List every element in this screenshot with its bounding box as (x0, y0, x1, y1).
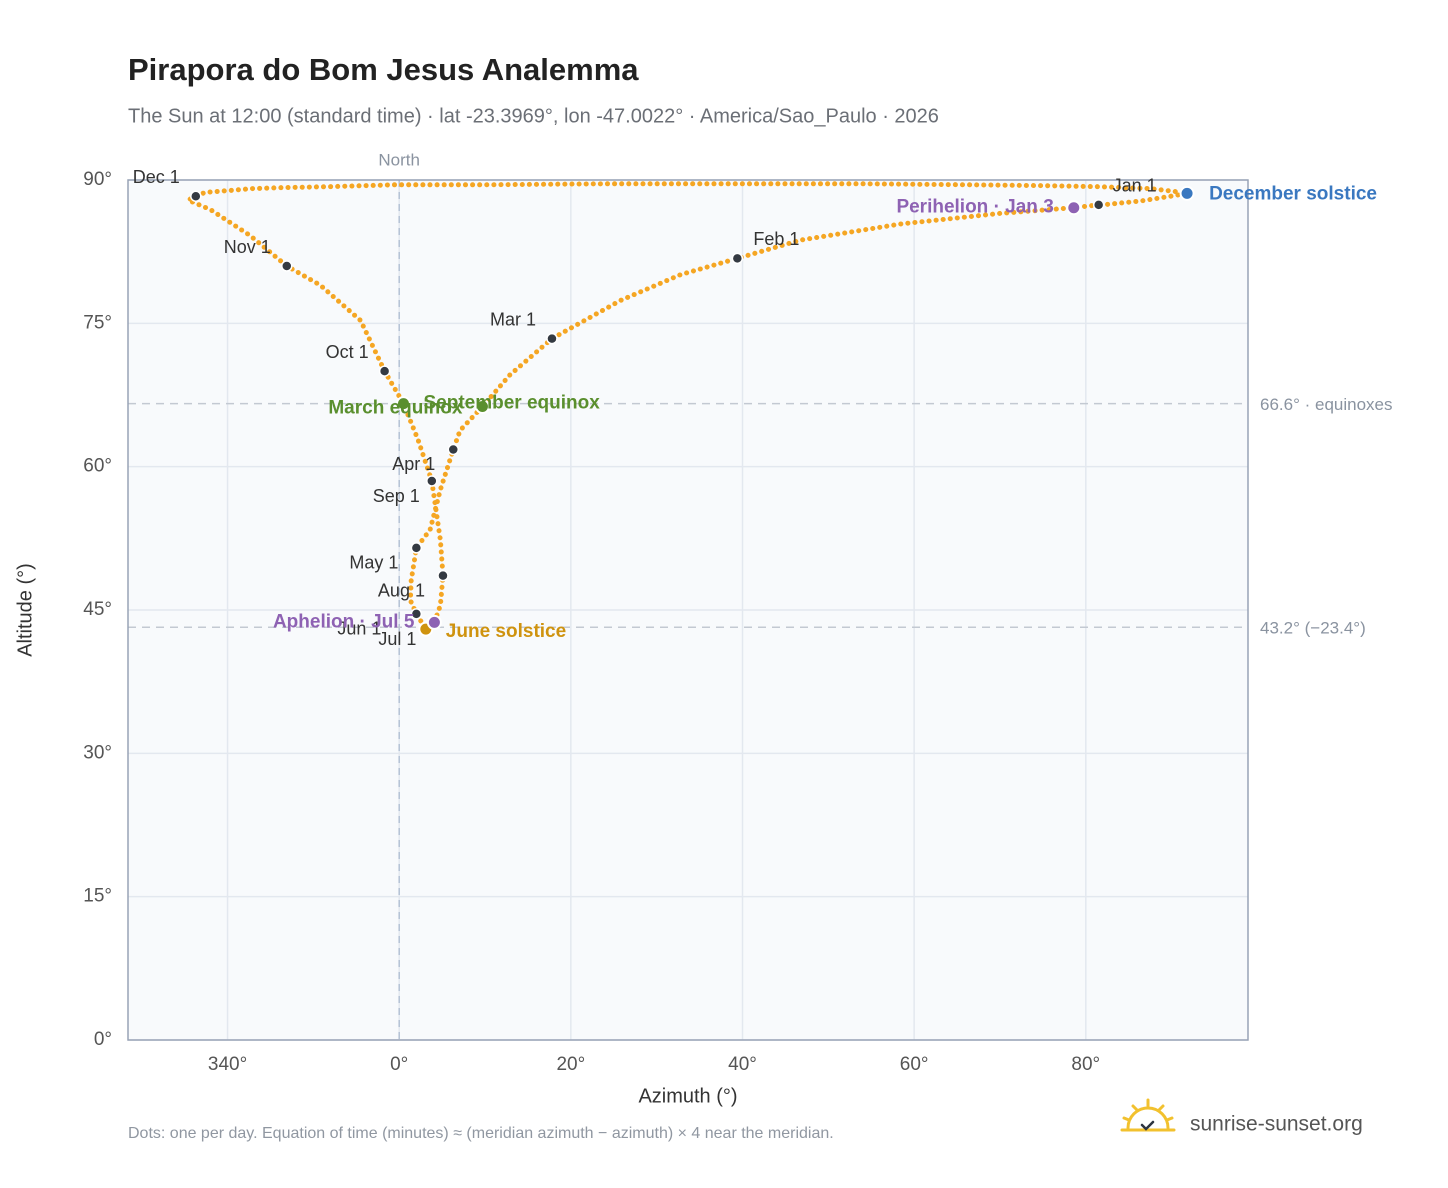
month-label: Jun 1 (337, 619, 381, 639)
y-tick-label: 0° (94, 1029, 112, 1050)
x-tick-label: 0° (390, 1054, 408, 1075)
y-tick-label: 75° (83, 312, 112, 333)
month-label: May 1 (349, 553, 398, 573)
reference-lines (128, 180, 1248, 1040)
grid (128, 179, 1248, 1041)
month-label: Sep 1 (373, 486, 420, 506)
month-point (447, 443, 460, 456)
event-label: Perihelion · Jan 3 (896, 197, 1053, 218)
labels: 0° 15° 30° 45° 60° 75° 90° 340° 0° 20° 40° 60° 80° No… (83, 150, 1392, 1075)
month-point (731, 252, 744, 265)
month-label: Aug 1 (378, 580, 425, 600)
brand-logo (1120, 1098, 1176, 1132)
chart-title: Pirapora do Bom Jesus Analemma (128, 52, 639, 87)
x-tick-label: 340° (208, 1054, 247, 1075)
month-point (426, 475, 438, 487)
event-point (1066, 200, 1082, 216)
month-point (546, 332, 558, 345)
month-label: Apr 1 (392, 454, 435, 474)
month-point (378, 365, 391, 377)
month-point (1092, 199, 1105, 211)
month-point (410, 608, 423, 620)
month-point (410, 542, 423, 554)
month-point (281, 260, 293, 272)
event-label: December solstice (1209, 183, 1377, 204)
footnote: Dots: one per day. Equation of time (min… (128, 1125, 834, 1142)
x-tick-label: 40° (728, 1054, 757, 1075)
reference-label: 66.6° · equinoxes (1260, 395, 1393, 414)
event-label: June solstice (446, 621, 566, 642)
brand: sunrise-sunset.org (1190, 1113, 1363, 1136)
month-label: Dec 1 (133, 167, 180, 187)
x-tick-label: 80° (1071, 1054, 1100, 1075)
event-label: March equinox (328, 397, 463, 418)
plot-border (127, 179, 1249, 1041)
month-label: Jan 1 (1113, 176, 1157, 196)
event-point (426, 614, 442, 630)
reference-label: 43.2° (−23.4°) (1260, 619, 1366, 638)
month-label: Feb 1 (753, 229, 799, 249)
x-tick-label: 20° (556, 1054, 585, 1075)
y-axis-title: Altitude (°) (14, 563, 36, 657)
month-label: Oct 1 (326, 342, 369, 362)
month-point (190, 190, 202, 202)
month-label: Nov 1 (224, 237, 271, 257)
y-tick-label: 60° (83, 456, 112, 477)
event-label: Aphelion · Jul 5 (273, 611, 415, 632)
event-label: September equinox (423, 393, 600, 414)
data (185, 181, 1195, 637)
x-tick-label: 60° (900, 1054, 929, 1075)
meridian-label: North (378, 150, 420, 169)
event-point (474, 398, 490, 414)
y-tick-label: 90° (83, 169, 112, 190)
y-tick-label: 15° (83, 886, 112, 907)
event-point (1179, 185, 1195, 201)
chart-subtitle: The Sun at 12:00 (standard time) · lat -… (128, 105, 939, 127)
y-tick-label: 30° (83, 742, 112, 763)
month-label: Jul 1 (378, 629, 416, 649)
event-point (395, 396, 411, 412)
x-axis-title: Azimuth (°) (638, 1085, 737, 1107)
month-point (437, 569, 449, 582)
y-tick-label: 45° (83, 599, 112, 620)
month-label: Mar 1 (490, 309, 536, 329)
